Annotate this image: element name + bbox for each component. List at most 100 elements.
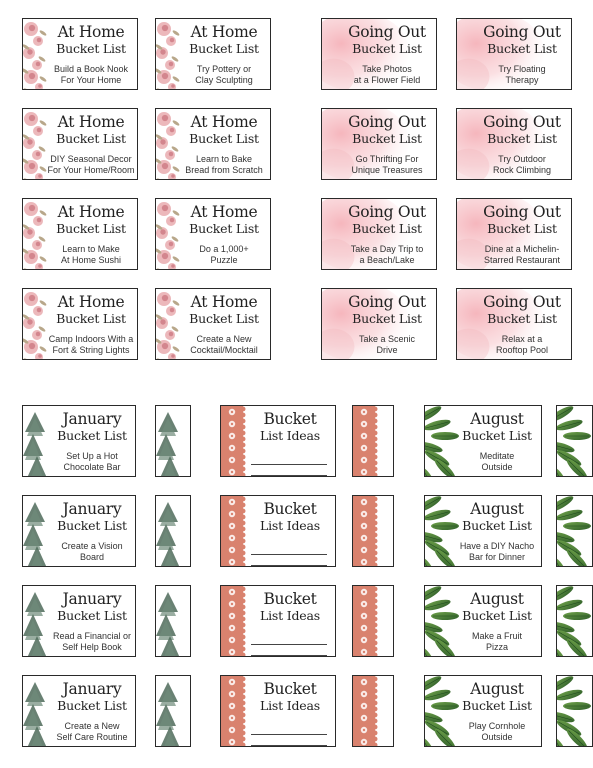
ideas-decoration [353, 406, 378, 476]
bucket-list-ideas-card: Bucket List Ideas [220, 405, 336, 477]
august-card-cropped [556, 495, 593, 567]
january-card: January Bucket List Read a Financial or Se… [22, 585, 136, 657]
at-home-card: At Home Bucket List Learn to Make At Home … [22, 198, 138, 270]
at-home-card: At Home Bucket List DIY Seasonal Decor For… [22, 108, 138, 180]
write-in-line [251, 476, 327, 477]
home-decoration [23, 202, 47, 269]
out-decoration [457, 19, 544, 89]
ideas-card-cropped [352, 585, 394, 657]
card-title: Going Out [483, 113, 561, 131]
card-subtitle: Bucket List [352, 311, 422, 326]
bucket-list-ideas-card: Bucket List Ideas [220, 495, 336, 567]
card-description: Meditate Outside [479, 451, 515, 472]
card-title: At Home [57, 293, 125, 311]
card-description: Do a 1,000+ Puzzle [199, 244, 249, 265]
card-description: Learn to Bake Bread from Scratch [185, 154, 263, 175]
jan-decoration [23, 502, 47, 566]
jan-decoration [156, 592, 180, 656]
card-subtitle: Bucket List [189, 131, 259, 146]
card-subtitle: Bucket List [189, 221, 259, 236]
home-decoration [23, 292, 47, 359]
card-description: Go Thrifting For Unique Treasures [351, 154, 423, 175]
bucket-list-ideas-card: Bucket List Ideas [220, 585, 336, 657]
card-subtitle: Bucket List [352, 131, 422, 146]
ideas-decoration [353, 586, 378, 656]
ideas-card-cropped [352, 495, 394, 567]
card-title: Going Out [483, 293, 561, 311]
ideas-card-cropped [352, 675, 394, 747]
card-title: Bucket [263, 500, 317, 518]
card-title: August [470, 680, 524, 698]
card-description: Make a Fruit Pizza [471, 631, 522, 652]
out-decoration [457, 109, 544, 179]
card-subtitle: Bucket List [487, 41, 557, 56]
aug-decoration [557, 496, 591, 566]
write-in-line [251, 735, 327, 746]
card-subtitle: Bucket List [462, 428, 532, 443]
card-subtitle: List Ideas [260, 518, 320, 533]
write-in-line [251, 746, 327, 747]
january-card-cropped [155, 495, 191, 567]
card-subtitle: Bucket List [189, 41, 259, 56]
card-title: Going Out [483, 203, 561, 221]
card-subtitle: Bucket List [462, 608, 532, 623]
at-home-card: At Home Bucket List Build a Book Nook For … [22, 18, 138, 90]
home-decoration [156, 202, 180, 269]
card-title: Going Out [348, 293, 426, 311]
card-subtitle: Bucket List [462, 698, 532, 713]
card-title: Going Out [483, 23, 561, 41]
bucket-list-ideas-card: Bucket List Ideas [220, 675, 336, 747]
at-home-card: At Home Bucket List Learn to Bake Bread fr… [155, 108, 271, 180]
at-home-card: At Home Bucket List Try Pottery or Clay Sc… [155, 18, 271, 90]
write-in-lines [251, 724, 327, 747]
card-subtitle: Bucket List [57, 518, 127, 533]
card-subtitle: List Ideas [260, 698, 320, 713]
card-title: At Home [190, 293, 258, 311]
jan-decoration [23, 592, 47, 656]
card-title: At Home [190, 23, 258, 41]
card-subtitle: Bucket List [352, 221, 422, 236]
home-decoration [23, 112, 47, 179]
aug-decoration [557, 406, 591, 476]
going-out-card: Going Out Bucket List Relax at a Rooftop P… [456, 288, 572, 360]
aug-decoration [425, 496, 459, 566]
out-decoration [322, 289, 409, 359]
going-out-card: Going Out Bucket List Take a Scenic Drive [321, 288, 437, 360]
card-title: Bucket [263, 410, 317, 428]
card-subtitle: Bucket List [56, 41, 126, 56]
going-out-card: Going Out Bucket List Dine at a Michelin- … [456, 198, 572, 270]
card-description: Try Floating Therapy [498, 64, 546, 85]
january-card-cropped [155, 405, 191, 477]
card-description: Have a DIY Nacho Bar for Dinner [459, 541, 535, 562]
card-title: At Home [57, 203, 125, 221]
january-card: January Bucket List Set Up a Hot Chocolate… [22, 405, 136, 477]
out-decoration [457, 289, 544, 359]
august-card-cropped [556, 585, 593, 657]
going-out-card: Going Out Bucket List Take a Day Trip to a… [321, 198, 437, 270]
write-in-line [251, 544, 327, 555]
august-card-cropped [556, 405, 593, 477]
january-card: January Bucket List Create a Vision Board [22, 495, 136, 567]
card-title: Going Out [348, 203, 426, 221]
at-home-card: At Home Bucket List Camp Indoors With a Fo… [22, 288, 138, 360]
card-description: Dine at a Michelin- Starred Restaurant [483, 244, 561, 265]
ideas-decoration [353, 496, 378, 566]
card-description: Take Photos at a Flower Field [353, 64, 421, 85]
ideas-decoration [221, 586, 246, 656]
card-subtitle: Bucket List [57, 428, 127, 443]
aug-decoration [557, 676, 591, 746]
card-title: January [62, 410, 122, 428]
home-decoration [156, 292, 180, 359]
write-in-lines [251, 634, 327, 657]
write-in-line [251, 454, 327, 465]
ideas-decoration [353, 676, 378, 746]
card-description: Set Up a Hot Chocolate Bar [63, 451, 121, 472]
card-subtitle: Bucket List [56, 311, 126, 326]
card-description: DIY Seasonal Decor For Your Home/Room [47, 154, 135, 175]
card-description: Try Outdoor Rock Climbing [492, 154, 552, 175]
aug-decoration [557, 586, 591, 656]
aug-decoration [425, 676, 459, 746]
aug-decoration [425, 586, 459, 656]
write-in-line [251, 656, 327, 657]
card-description: Play Cornhole Outside [468, 721, 526, 742]
